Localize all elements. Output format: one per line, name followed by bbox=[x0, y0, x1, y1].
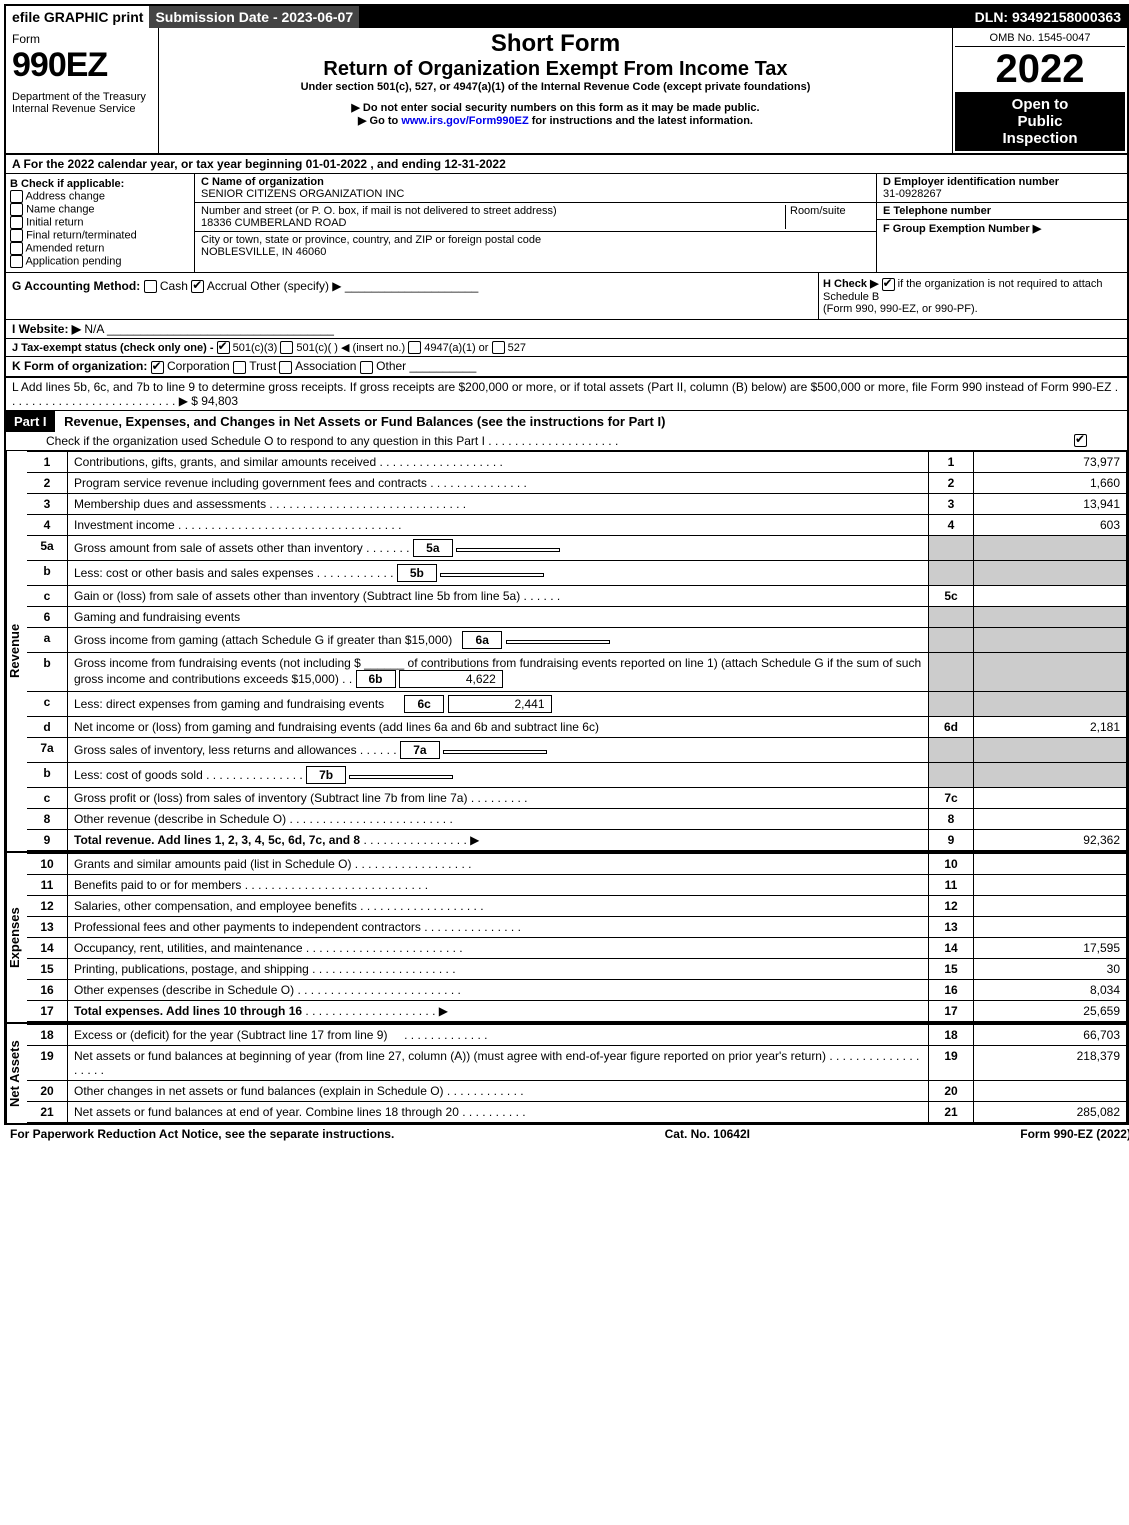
part-1-header: Part I Revenue, Expenses, and Changes in… bbox=[6, 411, 1127, 451]
check-trust[interactable] bbox=[233, 361, 246, 374]
room-suite: Room/suite bbox=[785, 205, 870, 229]
line3-amount: 13,941 bbox=[974, 493, 1127, 514]
efile-label[interactable]: efile GRAPHIC print bbox=[6, 6, 149, 28]
section-de: D Employer identification number 31-0928… bbox=[876, 174, 1127, 272]
check-501c[interactable] bbox=[280, 341, 293, 354]
section-k: K Form of organization: Corporation Trus… bbox=[6, 357, 1127, 377]
check-assoc[interactable] bbox=[279, 361, 292, 374]
ein: 31-0928267 bbox=[883, 188, 1121, 200]
line2-amount: 1,660 bbox=[974, 472, 1127, 493]
note-link: ▶ Go to www.irs.gov/Form990EZ for instru… bbox=[165, 114, 946, 127]
submission-date: Submission Date - 2023-06-07 bbox=[149, 6, 359, 28]
line12-amount bbox=[974, 895, 1127, 916]
section-l: L Add lines 5b, 6c, and 7b to line 9 to … bbox=[6, 378, 1127, 411]
check-corp[interactable] bbox=[151, 361, 164, 374]
group-exemption: F Group Exemption Number ▶ bbox=[883, 222, 1121, 235]
line13-amount bbox=[974, 916, 1127, 937]
line19-amount: 218,379 bbox=[974, 1045, 1127, 1080]
expenses-section: Expenses 10Grants and similar amounts pa… bbox=[6, 851, 1127, 1022]
line10-amount bbox=[974, 853, 1127, 874]
irs-label: Internal Revenue Service bbox=[12, 103, 152, 115]
check-accrual[interactable] bbox=[191, 280, 204, 293]
check-name[interactable] bbox=[10, 203, 23, 216]
check-cash[interactable] bbox=[144, 280, 157, 293]
footer-left: For Paperwork Reduction Act Notice, see … bbox=[10, 1127, 394, 1141]
line6d-amount: 2,181 bbox=[974, 716, 1127, 737]
line1-amount: 73,977 bbox=[974, 451, 1127, 472]
header-left: Form 990EZ Department of the Treasury In… bbox=[6, 28, 159, 153]
line11-amount bbox=[974, 874, 1127, 895]
city-state-zip: NOBLESVILLE, IN 46060 bbox=[201, 246, 870, 258]
form-label: Form bbox=[12, 32, 152, 46]
main-title: Return of Organization Exempt From Incom… bbox=[165, 58, 946, 81]
line7b-val bbox=[349, 775, 453, 779]
open-public-inspection: Open to Public Inspection bbox=[955, 92, 1125, 151]
subtitle: Under section 501(c), 527, or 4947(a)(1)… bbox=[165, 81, 946, 93]
netassets-table: 18Excess or (deficit) for the year (Subt… bbox=[27, 1024, 1127, 1123]
check-501c3[interactable] bbox=[217, 341, 230, 354]
info-grid: B Check if applicable: Address change Na… bbox=[6, 174, 1127, 273]
gross-receipts: 94,803 bbox=[201, 394, 238, 408]
check-4947[interactable] bbox=[408, 341, 421, 354]
check-amended[interactable] bbox=[10, 242, 23, 255]
line5c-amount bbox=[974, 585, 1127, 606]
line15-amount: 30 bbox=[974, 958, 1127, 979]
tax-year: 2022 bbox=[955, 47, 1125, 92]
line4-amount: 603 bbox=[974, 514, 1127, 535]
check-527[interactable] bbox=[492, 341, 505, 354]
expenses-table: 10Grants and similar amounts paid (list … bbox=[27, 853, 1127, 1022]
header: Form 990EZ Department of the Treasury In… bbox=[6, 28, 1127, 155]
dln: DLN: 93492158000363 bbox=[969, 6, 1127, 28]
line6a-val bbox=[506, 640, 610, 644]
check-part1-scho[interactable] bbox=[1074, 434, 1087, 447]
form-990ez: efile GRAPHIC print Submission Date - 20… bbox=[4, 4, 1129, 1125]
form-number: 990EZ bbox=[12, 46, 152, 85]
street-address: 18336 CUMBERLAND ROAD bbox=[201, 217, 785, 229]
section-i: I Website: ▶ N/A _______________________… bbox=[6, 320, 1127, 339]
note-ssn: ▶ Do not enter social security numbers o… bbox=[165, 101, 946, 114]
website: N/A bbox=[84, 322, 103, 336]
check-initial[interactable] bbox=[10, 216, 23, 229]
footer-center: Cat. No. 10642I bbox=[665, 1127, 750, 1141]
line6b-val: 4,622 bbox=[399, 670, 503, 688]
top-bar: efile GRAPHIC print Submission Date - 20… bbox=[6, 6, 1127, 28]
row-gh: G Accounting Method: Cash Accrual Other … bbox=[6, 273, 1127, 320]
check-address[interactable] bbox=[10, 190, 23, 203]
line21-amount: 285,082 bbox=[974, 1101, 1127, 1122]
section-c: C Name of organization SENIOR CITIZENS O… bbox=[195, 174, 876, 272]
org-name: SENIOR CITIZENS ORGANIZATION INC bbox=[201, 188, 870, 200]
omb-number: OMB No. 1545-0047 bbox=[955, 30, 1125, 47]
check-sched-b[interactable] bbox=[882, 278, 895, 291]
line9-amount: 92,362 bbox=[974, 829, 1127, 850]
section-b: B Check if applicable: Address change Na… bbox=[6, 174, 195, 272]
check-other-org[interactable] bbox=[360, 361, 373, 374]
line18-amount: 66,703 bbox=[974, 1024, 1127, 1045]
check-final[interactable] bbox=[10, 229, 23, 242]
line14-amount: 17,595 bbox=[974, 937, 1127, 958]
irs-link[interactable]: www.irs.gov/Form990EZ bbox=[401, 115, 528, 127]
line16-amount: 8,034 bbox=[974, 979, 1127, 1000]
line17-amount: 25,659 bbox=[974, 1000, 1127, 1021]
header-right: OMB No. 1545-0047 2022 Open to Public In… bbox=[952, 28, 1127, 153]
line6c-val: 2,441 bbox=[448, 695, 552, 713]
line8-amount bbox=[974, 808, 1127, 829]
footer: For Paperwork Reduction Act Notice, see … bbox=[4, 1125, 1129, 1143]
check-application[interactable] bbox=[10, 255, 23, 268]
line7c-amount bbox=[974, 787, 1127, 808]
line20-amount bbox=[974, 1080, 1127, 1101]
header-center: Short Form Return of Organization Exempt… bbox=[159, 28, 952, 153]
footer-right: Form 990-EZ (2022) bbox=[1020, 1127, 1129, 1141]
dept-treasury: Department of the Treasury bbox=[12, 91, 152, 103]
short-form-title: Short Form bbox=[165, 30, 946, 58]
netassets-section: Net Assets 18Excess or (deficit) for the… bbox=[6, 1022, 1127, 1123]
revenue-section: Revenue 1Contributions, gifts, grants, a… bbox=[6, 451, 1127, 851]
line5a-val bbox=[456, 548, 560, 552]
section-a: A For the 2022 calendar year, or tax yea… bbox=[6, 155, 1127, 174]
section-j: J Tax-exempt status (check only one) - 5… bbox=[6, 339, 1127, 358]
line5b-val bbox=[440, 573, 544, 577]
revenue-table: 1Contributions, gifts, grants, and simil… bbox=[27, 451, 1127, 851]
line7a-val bbox=[443, 750, 547, 754]
